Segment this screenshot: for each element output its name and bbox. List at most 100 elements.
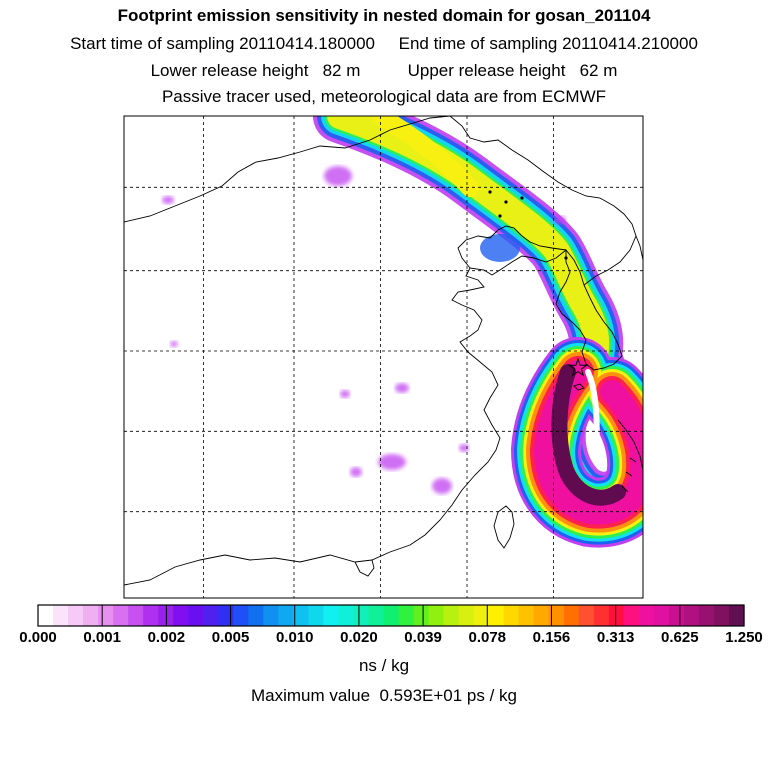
plume-gap [585,369,600,453]
colorbar-cell [728,605,745,626]
gridlines [124,116,643,598]
colorbar-tick-label: 0.005 [211,629,250,646]
plume-patch [162,196,174,204]
colorbar-cell [368,605,385,626]
colorbar-cell [278,605,294,626]
city-marker [498,214,502,218]
hainan-coast [354,559,375,577]
colorbar-cell [518,605,535,626]
emission-sensitivity-plume [162,116,643,548]
coastlines [124,116,643,586]
plume-patch [459,444,469,452]
colorbar-tick-label: 0.001 [83,629,121,646]
plume-patch [340,390,350,398]
colorbar-cell [503,605,520,626]
colorbar-cell [638,605,655,626]
colorbar-tick-label: 0.010 [275,629,314,646]
city-marker [504,200,508,204]
korea-peninsula [555,248,623,371]
sampling-time-line: Start time of sampling 20110414.180000 E… [70,34,698,53]
taiwan [493,505,515,549]
colorbar-cell [143,605,159,626]
plume-patch [350,467,362,477]
colorbar-cell [653,605,670,626]
map-title: Footprint emission sensitivity in nested… [117,6,651,25]
colorbar-cell [578,605,595,626]
tracer-info-line: Passive tracer used, meteorological data… [161,87,607,106]
maximum-value-label: Maximum value 0.593E+01 ps / kg [251,686,517,705]
colorbar-cell [263,605,279,626]
colorbar-cell [593,605,610,626]
plume-patch [170,341,178,347]
colorbar-cell [698,605,715,626]
receptor-marker [567,357,589,377]
liaodong [489,225,567,251]
colorbar-tick-label: 1.250 [725,629,763,646]
colorbar-cell [98,605,114,626]
colorbar-cell [233,605,249,626]
colorbar-cell [353,605,370,626]
colorbar-cell [38,605,54,626]
colorbar-cell [548,605,565,626]
city-markers [488,190,568,260]
plume-contour [371,116,479,197]
colorbar-cell [443,605,460,626]
colorbar-cell [68,605,84,626]
manchuria-border [449,116,637,286]
plume-patch [378,454,406,470]
colorbar-tick-label: 0.078 [468,629,507,646]
bohai [457,235,491,269]
plume-patch [395,383,409,393]
colorbar-tick-label: 0.020 [340,629,378,646]
plume-core [551,364,626,506]
colorbar-units: ns / kg [358,656,410,675]
colorbar-cell [683,605,700,626]
colorbar-cell [293,605,309,626]
colorbar-cell [608,605,625,626]
colorbar-cell [53,605,69,626]
colorbar-cell [173,605,189,626]
plume-contour [534,360,643,525]
colorbar-tick-label: 0.625 [661,629,699,646]
jeju [573,383,585,391]
city-marker [488,190,492,194]
colorbar-cell [128,605,144,626]
northern-border [124,116,451,223]
colorbar-cell [428,605,445,626]
colorbar-cell [668,605,685,626]
coastline-main [124,249,567,586]
colorbar-cell [458,605,475,626]
plume-patch [554,216,566,224]
colorbar-tick-label: 0.002 [147,629,186,646]
colorbar-cell [713,605,730,626]
colorbar-cell [188,605,204,626]
colorbar-cell [323,605,340,626]
release-height-line: Lower release height 82 m Upper release … [150,61,618,80]
colorbar-tick-label: 0.000 [19,629,57,646]
colorbar-cell [203,605,219,626]
plume-patch [480,234,520,262]
colorbar-cell [533,605,550,626]
colorbar-cell [623,605,640,626]
colorbar-tick-label: 0.313 [596,629,635,646]
colorbar-cell [338,605,355,626]
colorbar-cell [308,605,324,626]
colorbar-cell [473,605,490,626]
sakhalin-coast [635,235,643,261]
city-marker [564,256,568,260]
map-frame [123,115,644,599]
colorbar-cell [83,605,99,626]
colorbar-cell [248,605,264,626]
colorbar-tick-label: 0.156 [532,629,571,646]
japan-kyushu [617,419,643,471]
colorbar-cell [113,605,129,626]
colorbar-cell [398,605,415,626]
city-marker [520,196,524,200]
colorbar-cell [383,605,400,626]
colorbar-cell [563,605,580,626]
colorbar-tick-label: 0.039 [404,629,442,646]
colorbar-cell [488,605,505,626]
colorbar-cell [413,605,430,626]
